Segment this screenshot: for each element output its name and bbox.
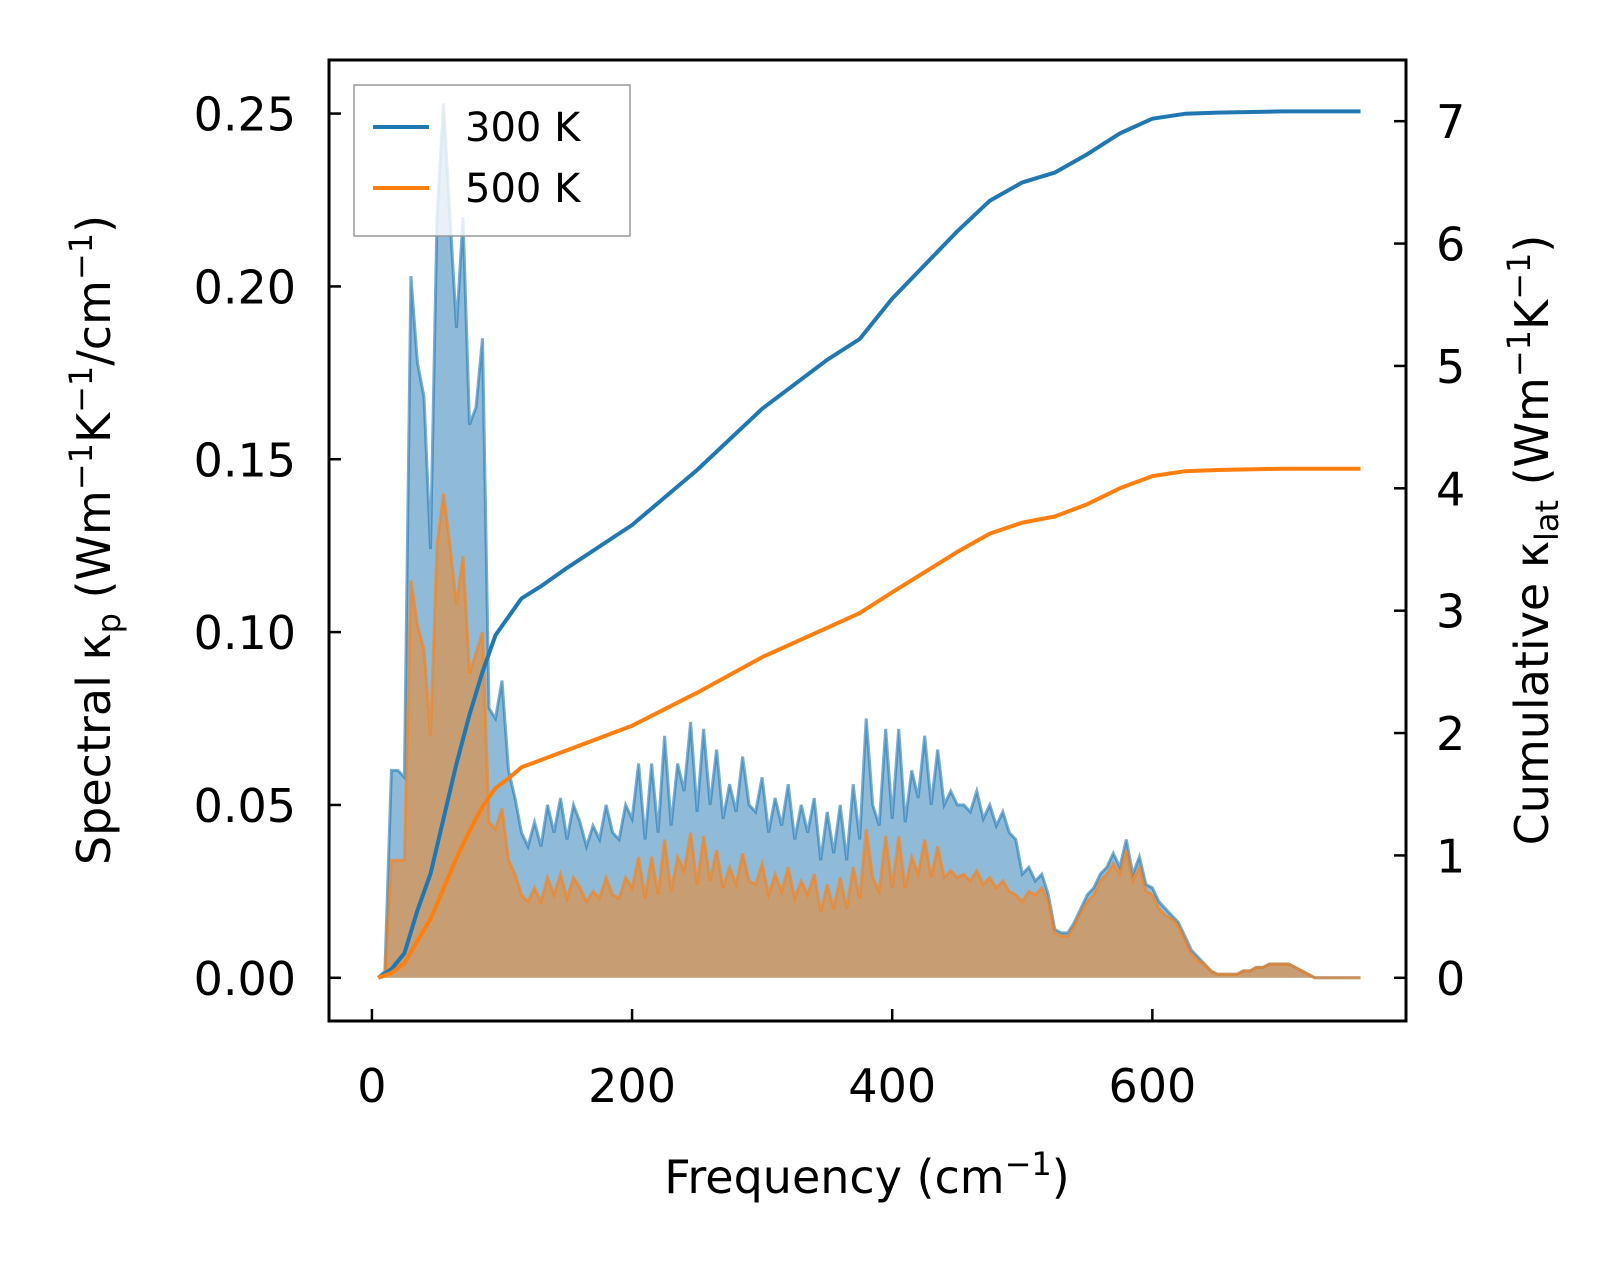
x-tick-label: 0 <box>357 1059 386 1113</box>
spectral-area-500k <box>378 494 1360 978</box>
y-right-tick-label: 1 <box>1436 829 1465 883</box>
x-tick-label: 200 <box>588 1059 676 1113</box>
y-left-tick-label: 0.15 <box>194 433 296 487</box>
x-tick-label: 400 <box>848 1059 936 1113</box>
y-right-title-sub: lat <box>1528 500 1566 541</box>
chart-figure: 0 200 400 600 0.00 0.05 0.10 0.15 0.20 0.25 0 1 2 3 4 5… <box>0 0 1623 1264</box>
y-right-title-sup2: −1 <box>1500 253 1538 300</box>
legend: 300 K 500 K <box>354 85 630 236</box>
y-right-tick-label: 0 <box>1436 952 1465 1006</box>
legend-label-300k: 300 K <box>465 105 582 151</box>
y-left-tick-label: 0.05 <box>194 779 296 833</box>
x-axis-title-close: ) <box>1052 1150 1070 1204</box>
y-left-title-main: Spectral κ <box>67 633 121 865</box>
legend-label-500k: 500 K <box>465 166 582 212</box>
y-left-title-cm: /cm <box>67 280 121 366</box>
y-left-tick-label: 0.20 <box>194 260 296 314</box>
y-left-title-close: ) <box>67 215 121 233</box>
y-right-tick-label: 2 <box>1436 707 1465 761</box>
y-right-tick-label: 5 <box>1436 340 1465 394</box>
y-right-title-main: Cumulative κ <box>1505 541 1559 845</box>
x-axis-title-text: Frequency (cm <box>664 1150 1004 1204</box>
y-right-title-units: (Wm <box>1505 377 1559 500</box>
y-left-title-sup1: −1 <box>62 443 100 490</box>
x-axis-title: Frequency (cm−1) <box>664 1145 1069 1204</box>
x-axis-title-sup: −1 <box>1005 1145 1052 1183</box>
y-right-tick-label: 4 <box>1436 462 1465 516</box>
y-right-tick-label: 7 <box>1436 95 1465 149</box>
y-right-title-sup1: −1 <box>1500 330 1538 377</box>
y-left-tick-label: 0.10 <box>194 606 296 660</box>
y-left-title-k: K <box>67 411 121 443</box>
y-right-axis-title: Cumulative κlat (Wm−1K−1) <box>1500 235 1566 846</box>
y-right-title-close: ) <box>1505 235 1559 253</box>
y-left-tick-label: 0.25 <box>194 88 296 142</box>
y-left-title-sup3: −1 <box>62 233 100 280</box>
y-left-title-units: (Wm <box>67 490 121 613</box>
y-left-axis-title: Spectral κp (Wm−1K−1/cm−1) <box>62 215 128 865</box>
y-right-title-k: K <box>1505 298 1559 330</box>
y-right-tick-label: 3 <box>1436 585 1465 639</box>
y-left-tick-label: 0.00 <box>194 952 296 1006</box>
y-left-title-sub: p <box>90 613 128 633</box>
x-tick-label: 600 <box>1108 1059 1196 1113</box>
y-right-tick-label: 6 <box>1436 218 1465 272</box>
y-left-title-sup2: −1 <box>62 366 100 413</box>
